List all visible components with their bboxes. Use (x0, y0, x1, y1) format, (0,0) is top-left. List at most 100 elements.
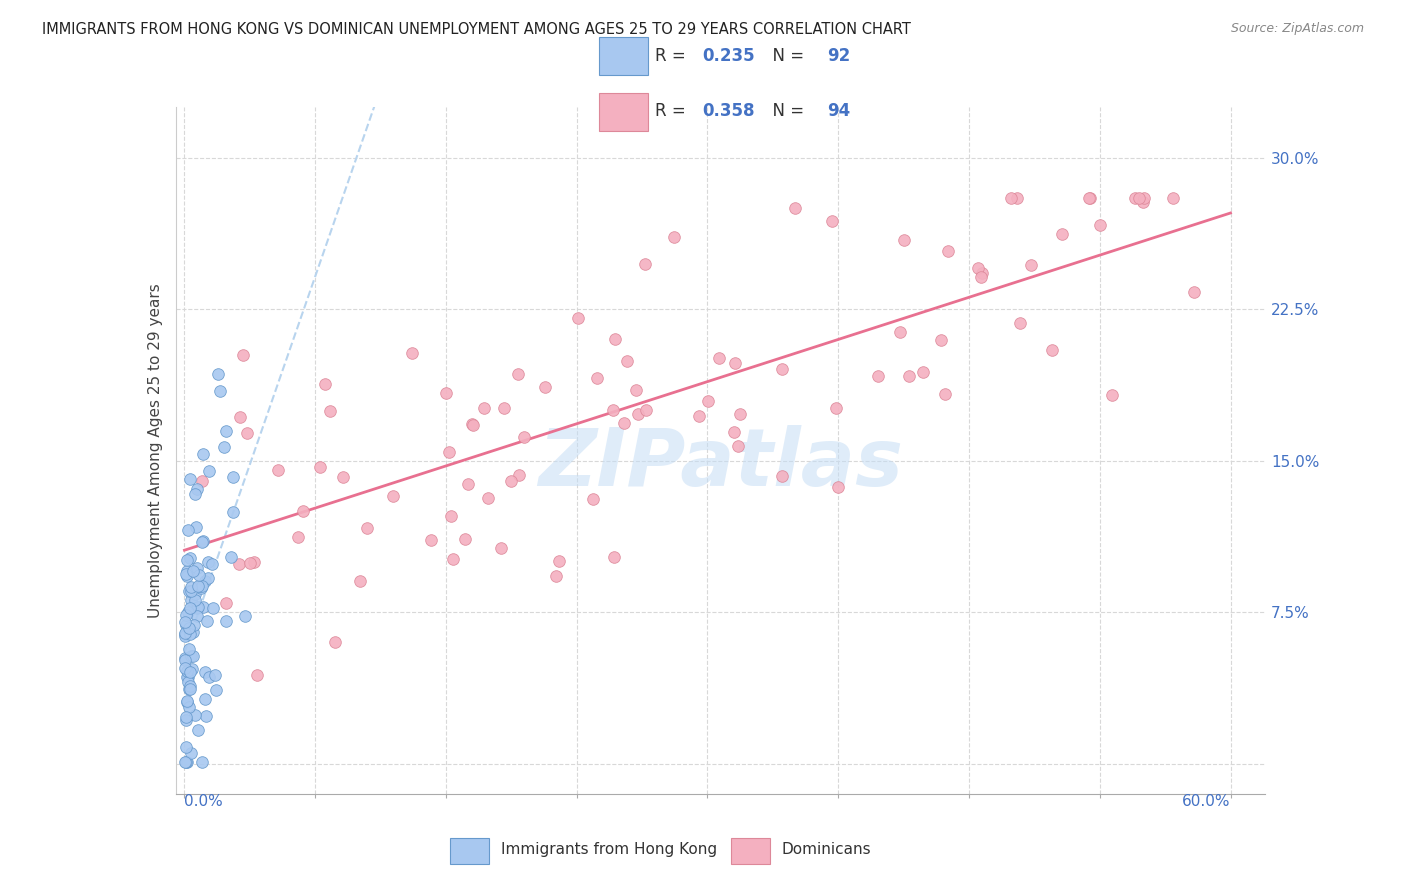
Point (176, 695, 198, 709)
Point (183, 617, 205, 632)
Point (229, 410, 252, 425)
Point (893, 233, 915, 247)
Point (201, 601, 224, 615)
Point (1078, 191, 1101, 205)
Point (186, 601, 208, 615)
Point (222, 470, 245, 484)
Point (201, 558, 224, 572)
Point (183, 564, 205, 578)
Point (205, 683, 228, 698)
Text: 0.235: 0.235 (703, 47, 755, 65)
Point (970, 269, 993, 284)
Point (662, 230, 685, 244)
Point (181, 662, 204, 676)
Point (512, 429, 534, 443)
Point (634, 403, 657, 417)
Point (176, 605, 198, 619)
Point (929, 333, 952, 347)
Point (174, 607, 197, 622)
Point (215, 614, 238, 628)
Point (696, 393, 718, 408)
Point (728, 407, 751, 421)
Point (177, 621, 200, 635)
Point (181, 649, 204, 664)
Point (194, 574, 217, 588)
Point (187, 579, 209, 593)
Point (174, 651, 197, 665)
Point (191, 446, 214, 460)
Point (191, 535, 214, 549)
Point (174, 755, 197, 769)
Point (187, 567, 209, 582)
Text: IMMIGRANTS FROM HONG KONG VS DOMINICAN UNEMPLOYMENT AMONG AGES 25 TO 29 YEARS CO: IMMIGRANTS FROM HONG KONG VS DOMINICAN U… (42, 22, 911, 37)
Text: N =: N = (762, 103, 808, 120)
Point (567, 310, 589, 325)
Point (174, 755, 197, 769)
Point (548, 554, 571, 568)
Point (174, 629, 197, 643)
Point (1128, 191, 1150, 205)
Text: Immigrants from Hong Kong: Immigrants from Hong Kong (501, 842, 717, 857)
Point (174, 615, 197, 629)
Point (441, 552, 464, 566)
Point (1161, 191, 1184, 205)
Point (1040, 343, 1063, 357)
Point (508, 468, 530, 483)
Point (176, 664, 198, 678)
Bar (599, 37, 648, 76)
Point (177, 670, 200, 684)
Point (208, 384, 231, 399)
Point (197, 555, 219, 569)
Point (174, 652, 197, 666)
Point (1000, 191, 1022, 205)
Bar (450, 838, 489, 863)
Point (179, 681, 201, 696)
Point (190, 755, 212, 769)
Point (179, 472, 201, 486)
Point (966, 260, 988, 275)
Point (221, 550, 243, 565)
Point (613, 416, 636, 430)
Point (195, 614, 218, 628)
Point (437, 444, 460, 458)
Point (183, 708, 205, 723)
Point (603, 332, 626, 346)
Point (176, 568, 198, 582)
Point (180, 592, 202, 607)
Point (585, 371, 607, 385)
Point (314, 377, 336, 392)
Text: 0.0%: 0.0% (184, 794, 224, 809)
Point (191, 599, 214, 614)
Point (287, 530, 309, 544)
Point (190, 579, 212, 593)
Point (186, 561, 208, 575)
Point (184, 587, 207, 601)
Point (912, 365, 935, 379)
Point (534, 380, 557, 394)
Point (181, 624, 204, 639)
Point (191, 534, 214, 549)
Point (233, 608, 256, 623)
Point (1182, 285, 1205, 299)
Point (180, 747, 202, 761)
Point (1132, 195, 1154, 210)
Point (319, 404, 342, 418)
Point (827, 480, 849, 494)
Point (477, 491, 499, 506)
Point (770, 469, 793, 483)
Point (727, 439, 749, 453)
Point (724, 356, 747, 370)
Point (212, 441, 235, 455)
Point (707, 351, 730, 365)
Point (179, 600, 201, 615)
Point (246, 668, 269, 682)
Text: Source: ZipAtlas.com: Source: ZipAtlas.com (1230, 22, 1364, 36)
Point (457, 477, 479, 491)
Point (499, 474, 522, 488)
Point (186, 723, 208, 737)
Point (179, 550, 201, 565)
Point (506, 367, 529, 381)
Point (184, 520, 207, 534)
Text: Dominicans: Dominicans (782, 842, 872, 857)
Point (492, 401, 515, 415)
